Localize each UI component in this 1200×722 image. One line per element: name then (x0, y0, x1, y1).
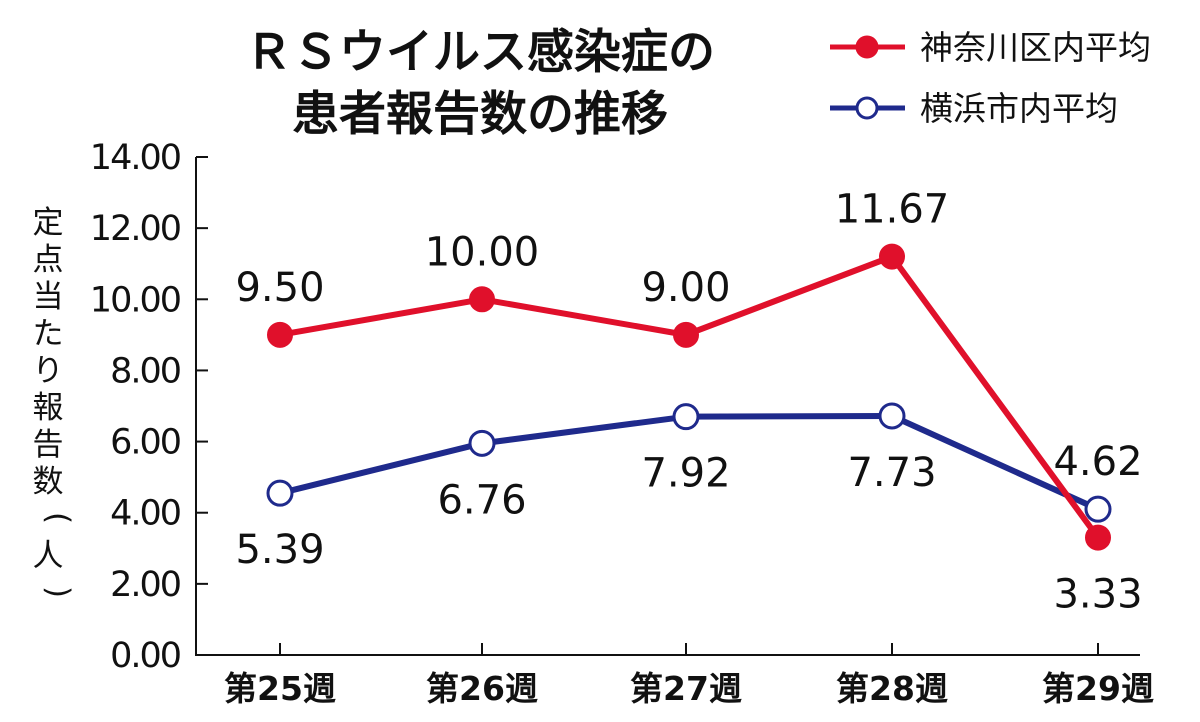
x-tick-label: 第27週 (630, 669, 742, 708)
y-axis-label-char: 告 (33, 427, 64, 463)
data-label-kanagawa: 3.33 (1053, 572, 1142, 618)
y-axis-label-char: 数 (33, 464, 64, 500)
y-axis-label-char: 人 (33, 538, 64, 574)
x-tick-label: 第28週 (836, 669, 948, 708)
data-point-yokohama (468, 429, 496, 457)
data-point-kanagawa (673, 321, 699, 348)
y-tick-label: 12.00 (90, 209, 180, 249)
y-axis-label-char: ( (40, 512, 76, 524)
data-point-yokohama (1084, 495, 1112, 523)
y-tick-label: 14.00 (90, 138, 180, 178)
y-tick-label: 0.00 (110, 636, 180, 676)
axes (195, 157, 1140, 656)
data-label-yokohama: 5.39 (235, 527, 324, 573)
x-tick-label: 第26週 (426, 669, 538, 708)
legend: 神奈川区内平均 横浜市内平均 (830, 28, 1151, 128)
x-tick-label: 第29週 (1042, 669, 1154, 708)
y-tick-label: 8.00 (110, 351, 180, 391)
y-axis-label-char: 定 (33, 205, 64, 241)
chart-title-line-2: 患者報告数の推移 (292, 87, 668, 142)
x-ticks: 第25週 第26週 第27週 第28週 第29週 (224, 643, 1154, 708)
data-point-kanagawa (469, 286, 495, 313)
data-label-kanagawa: 9.00 (641, 265, 730, 311)
data-label-yokohama: 7.92 (641, 451, 730, 497)
y-axis-label-char: 報 (33, 390, 64, 426)
y-tick-label: 2.00 (110, 565, 180, 605)
data-label-kanagawa: 10.00 (425, 229, 540, 275)
legend-kanagawa-marker (855, 35, 879, 59)
y-ticks: 0.00 2.00 4.00 6.00 8.00 10.00 12.00 14.00 (90, 138, 208, 676)
data-label-yokohama: 4.62 (1053, 439, 1142, 485)
legend-yokohama-marker (855, 96, 879, 120)
data-label-kanagawa: 9.50 (235, 265, 324, 311)
data-point-yokohama (672, 403, 700, 431)
data-point-kanagawa (267, 321, 293, 348)
y-axis-label-char: 点 (33, 242, 64, 278)
legend-yokohama-label: 横浜市内平均 (920, 89, 1118, 128)
data-label-kanagawa: 11.67 (835, 187, 950, 233)
data-label-yokohama: 7.73 (847, 450, 936, 496)
legend-kanagawa-label: 神奈川区内平均 (920, 28, 1151, 67)
y-axis-label-char: た (33, 316, 64, 352)
y-axis-label-char: 当 (33, 279, 64, 315)
data-point-kanagawa (879, 243, 905, 270)
y-tick-label: 4.00 (110, 494, 180, 534)
y-tick-label: 6.00 (110, 423, 180, 463)
legend-entry-kanagawa: 神奈川区内平均 (830, 28, 1151, 67)
data-point-yokohama (878, 402, 906, 430)
data-point-kanagawa (1085, 524, 1111, 551)
y-tick-label: 10.00 (90, 280, 180, 320)
data-label-yokohama: 6.76 (437, 477, 526, 523)
chart-title: ＲＳウイルス感染症の 患者報告数の推移 (245, 25, 715, 142)
legend-entry-yokohama: 横浜市内平均 (830, 89, 1118, 128)
data-point-yokohama (266, 479, 294, 507)
series-layer (266, 243, 1112, 551)
chart-title-line-1: ＲＳウイルス感染症の (245, 25, 715, 80)
data-labels: 5.39 6.76 7.92 7.73 4.62 9.50 10.00 9.00 11.67 3.… (235, 187, 1142, 618)
x-tick-label: 第25週 (224, 669, 336, 708)
y-axis-label-char: ) (40, 586, 76, 598)
y-axis-label-char: り (33, 353, 64, 389)
